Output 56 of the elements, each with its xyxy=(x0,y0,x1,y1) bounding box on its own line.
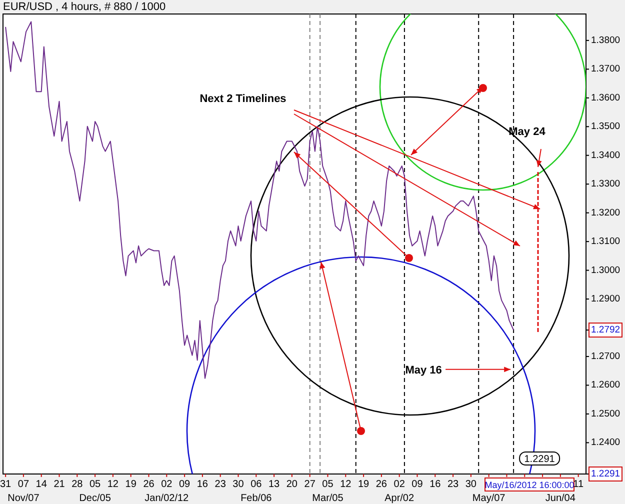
text: Apr/02 xyxy=(384,493,415,504)
x-tick-label: 19 xyxy=(125,479,137,490)
text: Jun/04 xyxy=(545,493,576,504)
y-tick-label: 1.2700 xyxy=(591,351,620,362)
x-tick-label: 21 xyxy=(54,479,66,490)
x-tick-label: 16 xyxy=(196,479,208,490)
x-tick-label: 05 xyxy=(322,479,334,490)
x-tick-label: 13 xyxy=(268,479,280,490)
chart-title: EUR/USD , 4 hours, # 880 / 1000 xyxy=(3,1,166,13)
annotation: 1.2291 xyxy=(524,454,556,465)
text: Jan/02/12 xyxy=(144,493,190,504)
x-tick-label: 31 xyxy=(0,479,12,490)
x-tick-label: 16 xyxy=(430,479,442,490)
x-tick-label: 28 xyxy=(72,479,84,490)
y-tick-label: 1.2900 xyxy=(591,294,620,305)
x-tick-label: 02 xyxy=(394,479,406,490)
y-tick-label: 1.3000 xyxy=(591,264,620,276)
x-tick-label: 09 xyxy=(412,479,424,490)
x-tick-label: 12 xyxy=(107,479,119,490)
annotation: May 16 xyxy=(405,364,442,376)
y-tick-label: 1.3700 xyxy=(591,64,620,75)
y-tick-label: 1.3800 xyxy=(591,34,620,46)
annotation: Next 2 Timelines xyxy=(200,93,286,105)
y-tick-label: 1.3400 xyxy=(591,150,620,161)
y-tick-label: 1.2792 xyxy=(591,324,620,336)
annotation: May 24 xyxy=(508,126,546,138)
y-tick-label: 1.3300 xyxy=(591,178,620,190)
x-tick-label: 06 xyxy=(250,479,262,490)
x-tick-label: 05 xyxy=(89,479,102,490)
x-tick-label: 27 xyxy=(304,479,316,490)
x-tick-label: 14 xyxy=(36,479,48,490)
x-tick-label: 07 xyxy=(18,479,30,490)
y-tick-label: 1.2400 xyxy=(591,437,620,448)
x-tick-label: 12 xyxy=(340,479,352,490)
x-tick-label: 30 xyxy=(465,479,477,490)
x-tick-label: 26 xyxy=(376,479,388,490)
y-tick-label: 1.2500 xyxy=(591,408,620,420)
x-tick-label: 02 xyxy=(161,479,173,490)
y-tick-label: 1.3600 xyxy=(591,92,620,104)
text: Mar/05 xyxy=(312,493,344,504)
x-tick-label: 23 xyxy=(214,479,226,490)
y-tick-label: 1.3100 xyxy=(591,236,620,248)
text: May/07 xyxy=(472,493,506,504)
text: Nov/07 xyxy=(8,493,40,504)
x-tick-label: 20 xyxy=(286,479,298,490)
x-tick-label: 19 xyxy=(358,479,370,490)
y-tick-label: 1.3500 xyxy=(591,121,620,132)
y-tick-label: 1.3200 xyxy=(591,207,620,218)
text: Dec/05 xyxy=(79,493,112,504)
y-tick-label: 1.2291 xyxy=(591,468,620,480)
x-tick-label: 30 xyxy=(232,479,244,490)
x-tick-label: 26 xyxy=(143,479,155,490)
x-tick-label: 23 xyxy=(447,479,460,490)
x-tick-label: 09 xyxy=(178,479,191,490)
y-tick-label: 1.2600 xyxy=(591,380,620,391)
text: Feb/06 xyxy=(240,493,272,504)
